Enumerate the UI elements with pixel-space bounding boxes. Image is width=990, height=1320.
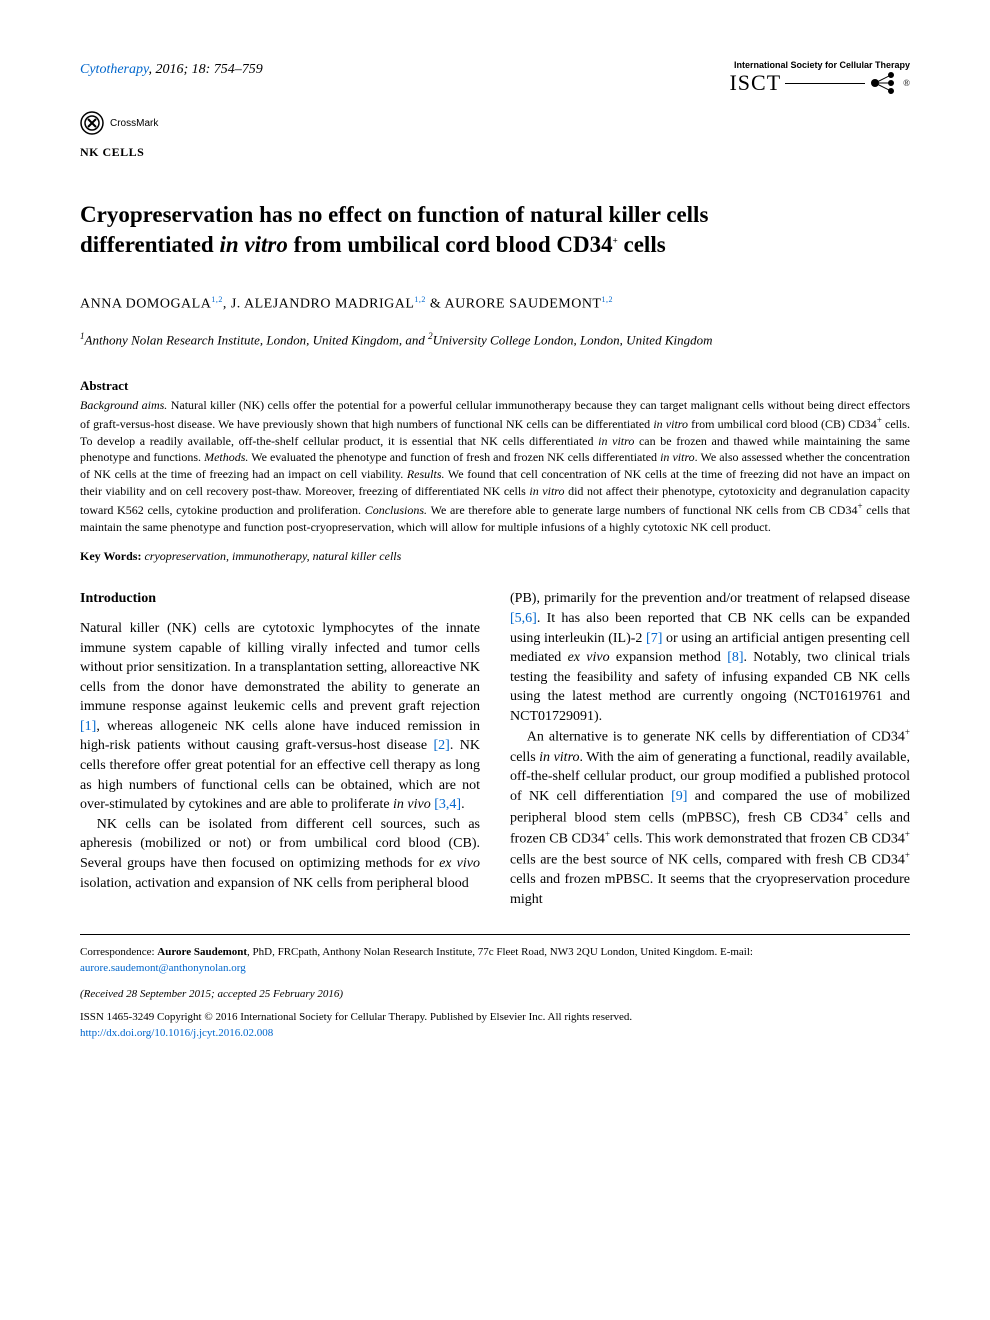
citation: Cytotherapy, 2016; 18: 754–759 xyxy=(80,60,263,78)
keywords-values: cryopreservation, immunotherapy, natural… xyxy=(144,549,401,563)
crossmark-label: CrossMark xyxy=(110,118,158,129)
society-logo-area: International Society for Cellular Thera… xyxy=(729,60,910,96)
keywords-row: Key Words: cryopreservation, immunothera… xyxy=(80,549,910,564)
doi-link[interactable]: http://dx.doi.org/10.1016/j.jcyt.2016.02… xyxy=(80,1026,910,1041)
intro-p1-end: . xyxy=(461,797,465,812)
isct-line xyxy=(785,83,865,84)
author-amp: & xyxy=(426,296,445,311)
intro-p2-it: ex vivo xyxy=(439,856,480,871)
corr-email-link[interactable]: aurore.saudemont@anthonynolan.org xyxy=(80,962,246,974)
abstract-conc-1: We are therefore able to generate large … xyxy=(427,503,857,517)
affil-text-2: University College London, London, Unite… xyxy=(433,333,713,348)
abstract-bg-label: Background aims. xyxy=(80,398,167,412)
abstract-methods-it: in vitro xyxy=(660,450,695,464)
author-3: AURORE SAUDEMONT xyxy=(445,296,602,311)
header-row: Cytotherapy, 2016; 18: 754–759 Internati… xyxy=(80,60,910,96)
section-label: NK CELLS xyxy=(80,145,910,160)
abstract-body: Background aims. Natural killer (NK) cel… xyxy=(80,397,910,535)
abstract-bg-2: from umbilical cord blood (CB) CD34 xyxy=(688,417,877,431)
abstract-heading: Abstract xyxy=(80,378,910,394)
ref-2[interactable]: [2] xyxy=(434,738,450,753)
author-1-affil[interactable]: 1,2 xyxy=(211,295,223,304)
society-name: International Society for Cellular Thera… xyxy=(729,60,910,70)
title-line-1: Cryopreservation has no effect on functi… xyxy=(80,202,708,227)
title-italic: in vitro xyxy=(219,232,287,257)
citation-details: , 2016; 18: 754–759 xyxy=(148,62,262,77)
ref-8[interactable]: [8] xyxy=(727,650,743,665)
intro-p2: NK cells can be isolated from different … xyxy=(80,815,480,893)
registered-mark: ® xyxy=(903,78,910,88)
corr-name: Aurore Saudemont xyxy=(157,946,247,958)
keywords-label: Key Words: xyxy=(80,549,144,563)
issn-line: ISSN 1465-3249 Copyright © 2016 Internat… xyxy=(80,1010,910,1025)
corr-label: Correspondence: xyxy=(80,946,157,958)
affil-text-1: Anthony Nolan Research Institute, London… xyxy=(85,333,429,348)
intro-p4-b: cells xyxy=(510,750,539,765)
column-right: (PB), primarily for the prevention and/o… xyxy=(510,589,910,909)
authors-line: ANNA DOMOGALA1,2, J. ALEJANDRO MADRIGAL1… xyxy=(80,295,910,313)
intro-p1-it: in vivo xyxy=(393,797,434,812)
intro-p4: An alternative is to generate NK cells b… xyxy=(510,726,910,909)
journal-name[interactable]: Cytotherapy xyxy=(80,62,148,77)
intro-p4-a: An alternative is to generate NK cells b… xyxy=(527,730,905,745)
intro-p2-a: NK cells can be isolated from different … xyxy=(80,817,480,871)
footer-block: ISSN 1465-3249 Copyright © 2016 Internat… xyxy=(80,1010,910,1041)
abstract-bg-it2: in vitro xyxy=(598,434,634,448)
intro-p2-b: isolation, activation and expansion of N… xyxy=(80,876,469,891)
author-sep-1: , xyxy=(223,296,231,311)
ref-1[interactable]: [1] xyxy=(80,719,96,734)
intro-p4-f: cells. This work demonstrated that froze… xyxy=(610,831,905,846)
network-icon xyxy=(869,71,899,95)
abstract-methods-1: We evaluated the phenotype and function … xyxy=(248,450,660,464)
abstract-methods-label: Methods. xyxy=(204,450,248,464)
body-columns: Introduction Natural killer (NK) cells a… xyxy=(80,589,910,909)
author-3-affil[interactable]: 1,2 xyxy=(601,295,613,304)
isct-logo: ISCT ® xyxy=(729,70,910,96)
crossmark-icon xyxy=(80,111,104,135)
received-accepted: (Received 28 September 2015; accepted 25… xyxy=(80,988,910,1000)
article-title: Cryopreservation has no effect on functi… xyxy=(80,200,910,260)
corr-text: , PhD, FRCpath, Anthony Nolan Research I… xyxy=(247,946,753,958)
intro-p3-a: (PB), primarily for the prevention and/o… xyxy=(510,591,910,606)
crossmark-area[interactable]: CrossMark xyxy=(80,111,910,135)
intro-p4-g: cells are the best source of NK cells, c… xyxy=(510,853,905,868)
ref-3-4[interactable]: [3,4] xyxy=(434,797,461,812)
abstract-results-label: Results. xyxy=(407,467,445,481)
intro-p3: (PB), primarily for the prevention and/o… xyxy=(510,589,910,726)
affiliations: 1Anthony Nolan Research Institute, Londo… xyxy=(80,330,910,350)
title-end: cells xyxy=(618,232,666,257)
correspondence: Correspondence: Aurore Saudemont, PhD, F… xyxy=(80,945,910,976)
intro-p3-it: ex vivo xyxy=(568,650,610,665)
isct-text: ISCT xyxy=(729,70,781,96)
intro-p4-it1: in vitro xyxy=(539,750,579,765)
ref-5-6[interactable]: [5,6] xyxy=(510,611,537,626)
intro-p4-s1: + xyxy=(905,727,910,737)
title-line-2a: differentiated xyxy=(80,232,219,257)
intro-p4-s5: + xyxy=(905,850,910,860)
author-2: J. ALEJANDRO MADRIGAL xyxy=(231,296,415,311)
ref-9[interactable]: [9] xyxy=(671,789,687,804)
abstract-bg-it1: in vitro xyxy=(653,417,688,431)
footer-divider xyxy=(80,934,910,935)
intro-p1-b: , whereas allogeneic NK cells alone have… xyxy=(80,719,480,754)
intro-p1: Natural killer (NK) cells are cytotoxic … xyxy=(80,619,480,815)
author-2-affil[interactable]: 1,2 xyxy=(414,295,426,304)
abstract-conc-label: Conclusions. xyxy=(365,503,427,517)
intro-p4-s4: + xyxy=(905,829,910,839)
title-line-2b: from umbilical cord blood CD34 xyxy=(288,232,613,257)
author-1: ANNA DOMOGALA xyxy=(80,296,211,311)
column-left: Introduction Natural killer (NK) cells a… xyxy=(80,589,480,909)
intro-p3-d: expansion method xyxy=(610,650,728,665)
intro-heading: Introduction xyxy=(80,589,480,609)
intro-p4-h: cells and frozen mPBSC. It seems that th… xyxy=(510,872,910,907)
abstract-results-it: in vitro xyxy=(529,484,564,498)
ref-7[interactable]: [7] xyxy=(646,631,662,646)
intro-p1-a: Natural killer (NK) cells are cytotoxic … xyxy=(80,621,480,714)
